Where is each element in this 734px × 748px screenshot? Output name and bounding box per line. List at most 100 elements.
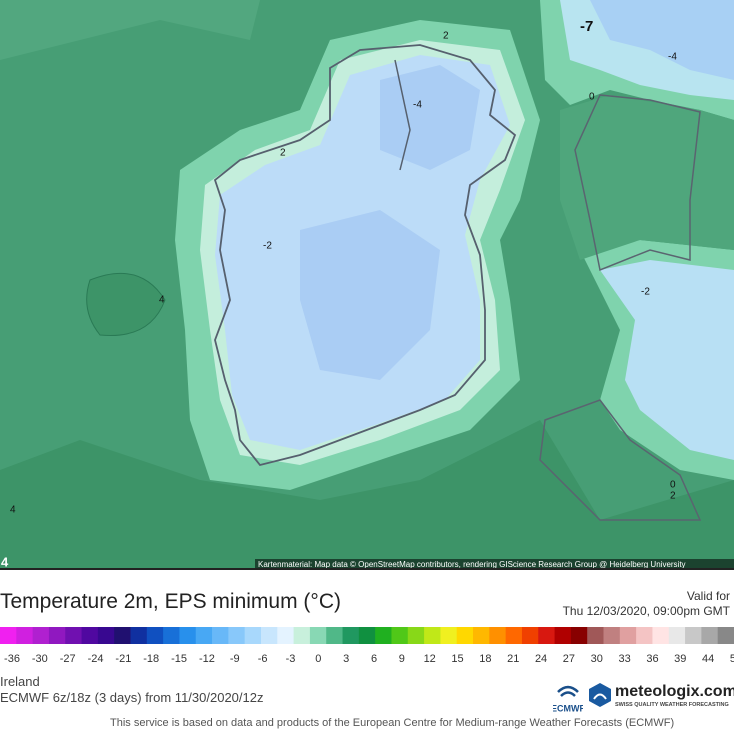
color-swatch: [342, 627, 360, 644]
color-swatch: [277, 627, 295, 644]
color-swatch: [440, 627, 458, 644]
color-swatch: [701, 627, 719, 644]
contour-label: -7: [580, 18, 593, 35]
sea-zone: [0, 0, 260, 60]
legend-label: -21: [115, 653, 131, 665]
contour-label: 2: [280, 148, 286, 159]
color-swatch: [619, 627, 637, 644]
color-swatch: [668, 627, 686, 644]
map: 2 -7 -4 0 -4 2 -2 4 -2 4 0 2 4 Kartenmat…: [0, 0, 734, 570]
color-swatch: [652, 627, 670, 644]
border: [394, 59, 411, 171]
legend-label: 50: [730, 653, 734, 665]
legend-label: 21: [507, 653, 519, 665]
legend-label: -9: [230, 653, 240, 665]
contour-label: 0: [670, 480, 676, 491]
color-swatch: [473, 627, 490, 644]
legend-label: 15: [451, 653, 463, 665]
color-swatch: [375, 627, 392, 644]
color-swatch: [407, 627, 425, 644]
color-swatch: [521, 627, 539, 644]
color-swatch: [326, 627, 344, 644]
color-swatch: [309, 627, 327, 644]
contour-label: -4: [668, 52, 677, 63]
title: Temperature 2m, EPS minimum (°C): [0, 590, 341, 613]
color-swatch: [65, 627, 83, 644]
color-swatch: [260, 627, 278, 644]
legend-label: 3: [343, 653, 349, 665]
legend-label: 33: [618, 653, 630, 665]
legend-label: -3: [286, 653, 296, 665]
tagline: SWISS QUALITY WEATHER FORECASTING: [615, 702, 729, 708]
color-swatch: [603, 627, 621, 644]
color-swatch: [424, 627, 441, 644]
model: ECMWF 6z/18z (3 days) from 11/30/2020/12…: [0, 690, 264, 705]
attribution: Kartenmaterial: Map data © OpenStreetMap…: [258, 560, 686, 569]
legend-label: 0: [315, 653, 321, 665]
color-swatch: [554, 627, 572, 644]
contour-label: 4: [159, 295, 165, 306]
color-swatch: [587, 627, 605, 644]
color-swatch: [81, 627, 99, 644]
legend-label: -30: [32, 653, 48, 665]
color-swatch: [212, 627, 229, 644]
contour-label: -4: [413, 100, 422, 111]
color-swatch: [489, 627, 507, 644]
legend-label: 36: [646, 653, 658, 665]
divider: [0, 568, 734, 570]
legend-label: 24: [535, 653, 547, 665]
coastline: [539, 94, 702, 521]
attribution-bg: [255, 559, 734, 570]
color-swatch: [538, 627, 556, 644]
sea-zone: [86, 272, 166, 337]
color-swatch: [146, 627, 164, 644]
legend-label: 9: [399, 653, 405, 665]
color-swatch: [130, 627, 148, 644]
color-swatch: [179, 627, 197, 644]
color-swatch: [228, 627, 246, 644]
color-swatch: [717, 627, 734, 644]
color-swatch: [195, 627, 213, 644]
color-swatch: [685, 627, 702, 644]
color-swatch: [32, 627, 50, 644]
legend-label: 39: [674, 653, 686, 665]
brand-icon: [589, 683, 611, 707]
color-swatch: [456, 627, 474, 644]
cold-zone: [300, 65, 480, 380]
contour-label: 4: [10, 505, 16, 516]
color-swatch: [505, 627, 523, 644]
legend-label: -6: [258, 653, 268, 665]
cold-zone: [600, 260, 734, 460]
color-swatch: [293, 627, 311, 644]
contour-label: 4: [1, 554, 9, 569]
contour-label: -2: [263, 241, 272, 252]
color-swatch: [391, 627, 409, 644]
sea-zone: [0, 420, 734, 570]
footer: This service is based on data and produc…: [110, 717, 675, 729]
legend-label: 27: [563, 653, 575, 665]
color-swatch: [97, 627, 115, 644]
legend-label: 6: [371, 653, 377, 665]
color-swatch: [244, 627, 262, 644]
brand: meteologix.com: [615, 683, 734, 700]
legend-label: -27: [60, 653, 76, 665]
color-swatch: [114, 627, 131, 644]
cold-zone: [590, 0, 734, 80]
legend-label: -12: [199, 653, 215, 665]
region: Ireland: [0, 674, 40, 689]
valid-label: Valid for: [686, 589, 730, 603]
ecmwf-logo: ECMWF: [553, 685, 583, 713]
legend-label: 18: [479, 653, 491, 665]
legend-label: 44: [702, 653, 714, 665]
legend-label: -15: [171, 653, 187, 665]
color-swatch: [636, 627, 653, 644]
contour-label: 2: [670, 491, 676, 502]
color-swatch: [358, 627, 376, 644]
valid-time: Thu 12/03/2020, 09:00pm GMT: [562, 604, 730, 618]
land: [560, 95, 734, 260]
legend-label: -36: [4, 653, 20, 665]
color-swatch: [16, 627, 34, 644]
contour-label: 0: [589, 92, 595, 103]
color-swatch: [48, 627, 66, 644]
